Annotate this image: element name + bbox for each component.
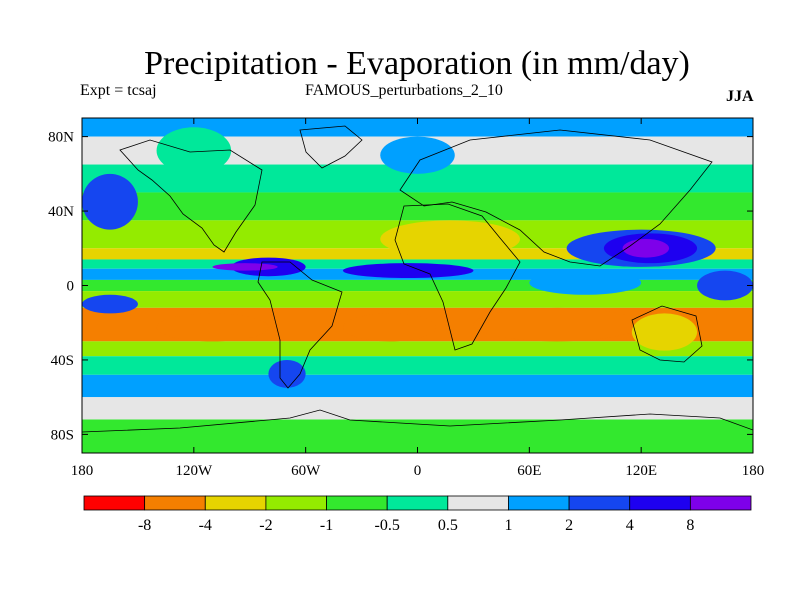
pe-region-13	[342, 313, 437, 342]
colorbar-label-2: -2	[259, 517, 272, 534]
eurasia-coast	[399, 129, 713, 267]
y-tick-label-4: 80S	[51, 427, 74, 443]
x-tick-label-6: 180	[742, 463, 765, 479]
y-tick-label-2: 0	[67, 279, 75, 295]
colorbar-swatch-9	[629, 495, 691, 511]
colorbar-label-1: -4	[199, 517, 212, 534]
colorbar-swatch-5	[386, 495, 449, 511]
x-tick-label-0: 180	[71, 463, 94, 479]
experiment-name: FAMOUS_perturbations_2_10	[305, 82, 503, 99]
colorbar-label-0: -8	[138, 517, 151, 534]
pe-region-0	[82, 173, 138, 230]
colorbar-swatch-6	[447, 495, 509, 511]
x-tick-label-5: 120E	[625, 463, 657, 479]
map-field	[82, 118, 753, 453]
north-america-coast	[119, 139, 263, 253]
y-tick-label-3: 40S	[51, 353, 74, 369]
colorbar-swatch-8	[568, 495, 631, 511]
pe-band-3	[82, 192, 753, 221]
antarctica-coast	[82, 409, 753, 433]
pe-band-13	[82, 374, 753, 398]
colorbar-swatch-1	[144, 495, 206, 511]
colorbar-swatch-4	[326, 495, 388, 511]
south-america-coast	[257, 261, 343, 389]
greenland-coast	[299, 125, 363, 169]
colorbar-label-4: -0.5	[375, 517, 400, 534]
x-tick-label-3: 0	[414, 463, 422, 479]
season-label: JJA	[726, 88, 754, 105]
pe-band-8	[82, 279, 753, 292]
pe-band-12	[82, 356, 753, 375]
pe-region-12	[156, 313, 269, 342]
colorbar-swatch-7	[508, 495, 570, 511]
colorbar-swatch-0	[83, 495, 146, 511]
pe-region-10	[380, 220, 521, 258]
chart-title: Precipitation - Evaporation (in mm/day)	[144, 45, 690, 82]
experiment-label: Expt = tcsaj	[80, 82, 157, 99]
pe-band-0	[82, 118, 753, 137]
australia-coast	[631, 305, 703, 363]
x-tick-label-1: 120W	[175, 463, 213, 479]
colorbar-label-3: -1	[320, 517, 333, 534]
colorbar-label-7: 2	[565, 517, 573, 534]
colorbar-label-5: 0.5	[438, 517, 458, 534]
pe-region-2	[380, 136, 455, 174]
pe-region-5	[342, 263, 474, 279]
x-tick-label-2: 60W	[291, 463, 321, 479]
pe-band-11	[82, 341, 753, 357]
y-tick-label-1: 40N	[48, 204, 74, 220]
colorbar-swatch-10	[689, 495, 752, 511]
colorbar: -8 -4 -2 -1 -0.5 0.5 1 2 4 8	[83, 495, 752, 534]
x-tick-label-4: 60E	[517, 463, 541, 479]
pe-region-17	[697, 270, 753, 301]
pe-band-9	[82, 291, 753, 308]
pe-region-1	[156, 127, 232, 174]
africa-coast	[394, 203, 521, 351]
pe-region-16	[82, 294, 138, 314]
colorbar-label-9: 8	[686, 517, 694, 534]
pe-region-8	[622, 238, 670, 258]
colorbar-label-6: 1	[504, 517, 512, 534]
pe-region-15	[268, 359, 306, 388]
pe-band-14	[82, 397, 753, 420]
pe-region-14	[631, 313, 698, 351]
map-axes: 180 120W 60W 0 60E 120E 180 80N 40N 0 40S 80S	[48, 118, 764, 479]
colorbar-swatch-3	[265, 495, 327, 511]
pe-region-11	[473, 307, 642, 342]
colorbar-label-8: 4	[626, 517, 634, 534]
coastlines	[82, 125, 753, 433]
colorbar-swatch-2	[204, 495, 267, 511]
y-tick-label-0: 80N	[48, 130, 74, 146]
pe-region-4	[212, 263, 278, 271]
pe-region-9	[529, 270, 642, 295]
